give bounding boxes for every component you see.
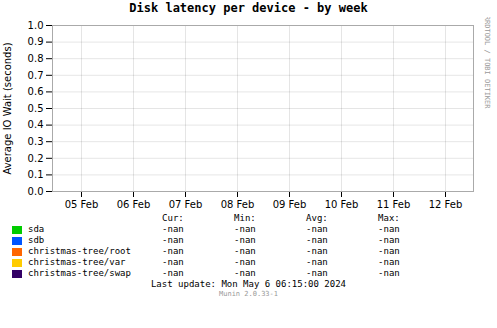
html-text:-nan: -nan <box>378 235 400 245</box>
html-text:-nan: -nan <box>234 268 256 278</box>
html-text:-nan: -nan <box>306 257 328 267</box>
html-text:Avg:: Avg: <box>306 213 328 223</box>
svg-text:0.0: 0.0 <box>28 186 44 197</box>
svg-text:0.3: 0.3 <box>28 136 44 147</box>
svg-text:0.6: 0.6 <box>28 86 44 97</box>
html-text:-nan: -nan <box>306 268 328 278</box>
html-text:-nan: -nan <box>378 268 400 278</box>
html-text:-nan: -nan <box>234 257 256 267</box>
html-text:sda: sda <box>28 224 45 234</box>
svg-text:0.9: 0.9 <box>28 36 44 47</box>
svg-text:09 Feb: 09 Feb <box>273 199 307 210</box>
html-text:christmas-tree/root: christmas-tree/root <box>28 246 131 256</box>
html-text:Max:: Max: <box>378 213 400 223</box>
html-text:-nan: -nan <box>162 224 184 234</box>
svg-text:1.0: 1.0 <box>28 20 44 31</box>
html-text:-nan: -nan <box>306 224 328 234</box>
svg-text:07 Feb: 07 Feb <box>169 199 203 210</box>
svg-text:Average IO Wait (seconds): Average IO Wait (seconds) <box>2 42 13 174</box>
svg-text:08 Feb: 08 Feb <box>221 199 255 210</box>
html-text:-nan: -nan <box>234 235 256 245</box>
svg-text:10 Feb: 10 Feb <box>325 199 359 210</box>
svg-text:06 Feb: 06 Feb <box>117 199 151 210</box>
svg-text:RRDTOOL / TOBI OETIKER: RRDTOOL / TOBI OETIKER <box>483 17 491 109</box>
svg-text:05 Feb: 05 Feb <box>65 199 99 210</box>
html-text:-nan: -nan <box>162 268 184 278</box>
html-text:-nan: -nan <box>162 235 184 245</box>
html-text:-nan: -nan <box>306 246 328 256</box>
html-text:-nan: -nan <box>378 246 400 256</box>
html-text:Min:: Min: <box>234 213 256 223</box>
html-text:Cur:: Cur: <box>162 213 184 223</box>
svg-text:0.8: 0.8 <box>28 53 44 64</box>
svg-text:0.4: 0.4 <box>28 119 44 130</box>
html-text:-nan: -nan <box>306 235 328 245</box>
html-text:Last update: Mon May 6 06:15:0: Last update: Mon May 6 06:15:00 2024 <box>151 279 346 289</box>
html-text:sdb: sdb <box>28 235 45 245</box>
html-text:-nan: -nan <box>234 224 256 234</box>
html-text:Munin 2.0.33-1: Munin 2.0.33-1 <box>219 290 278 298</box>
html-text:christmas-tree/swap: christmas-tree/swap <box>28 268 131 278</box>
html-text:-nan: -nan <box>162 246 184 256</box>
html-text:christmas-tree/var: christmas-tree/var <box>28 257 126 267</box>
html-text:Disk latency per device - by w: Disk latency per device - by week <box>129 1 368 15</box>
svg-text:0.7: 0.7 <box>28 70 44 81</box>
svg-text:0.5: 0.5 <box>28 103 44 114</box>
html-text:-nan: -nan <box>234 246 256 256</box>
html-text:-nan: -nan <box>378 257 400 267</box>
svg-text:11 Feb: 11 Feb <box>377 199 411 210</box>
svg-text:0.2: 0.2 <box>28 153 44 164</box>
svg-text:12 Feb: 12 Feb <box>429 199 463 210</box>
html-text:-nan: -nan <box>378 224 400 234</box>
svg-text:0.1: 0.1 <box>28 169 44 180</box>
html-text:-nan: -nan <box>162 257 184 267</box>
